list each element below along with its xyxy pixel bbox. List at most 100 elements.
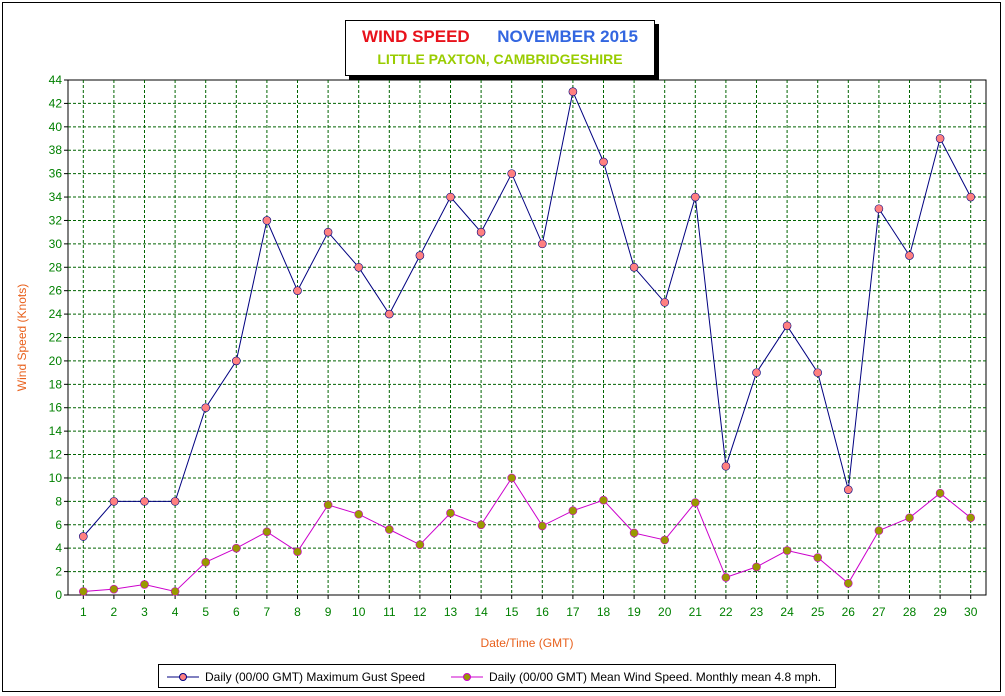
y-axis-label: Wind Speed (Knots) [15,284,29,391]
data-point-mean [384,525,394,534]
title-wind-speed: WIND SPEED [362,27,470,46]
x-tick-label: 7 [264,605,271,619]
x-tick-label: 15 [505,605,519,619]
x-tick-label: 13 [444,605,458,619]
y-tick-label: 26 [49,284,63,298]
data-point-mean [232,543,241,553]
y-tick-label: 44 [49,73,63,87]
data-point-gust [476,227,486,237]
series-line-mean [83,477,972,593]
x-tick-label: 24 [780,605,794,619]
data-point-gust [568,87,578,97]
legend-mean-label: Daily (00/00 GMT) Mean Wind Speed. Month… [489,670,822,684]
data-point-gust [599,157,608,167]
x-tick-label: 26 [842,605,856,619]
data-point-gust [629,262,639,272]
data-point-gust [201,403,210,413]
data-point-gust [232,356,241,366]
x-tick-label: 4 [172,605,179,619]
data-point-mean [201,557,210,567]
data-point-gust [660,298,670,307]
data-point-mean [690,498,700,507]
legend-gust-swatch [167,673,199,681]
x-tick-label: 5 [202,605,209,619]
legend-mean-swatch [451,673,483,681]
y-tick-label: 2 [55,565,62,579]
data-point-mean [293,547,302,556]
x-tick-label: 17 [566,605,580,619]
data-point-gust [813,368,823,377]
data-point-gust [354,262,364,272]
y-tick-label: 14 [49,424,63,438]
data-point-mean [507,473,517,483]
data-point-gust [966,192,976,202]
x-tick-label: 21 [689,605,703,619]
data-point-mean [660,535,670,545]
data-point-mean [599,495,608,505]
data-point-gust [874,204,884,214]
data-point-gust [690,192,700,202]
data-point-mean [629,528,639,538]
y-tick-label: 8 [55,494,62,508]
chart-legend: Daily (00/00 GMT) Maximum Gust Speed Dai… [158,664,836,688]
data-point-mean [721,573,731,582]
x-tick-label: 27 [872,605,886,619]
data-point-mean [813,553,823,562]
x-tick-label: 11 [383,605,396,619]
legend-gust-label: Daily (00/00 GMT) Maximum Gust Speed [205,670,426,684]
data-point-gust [721,461,731,471]
data-point-mean [752,562,761,572]
x-tick-label: 9 [325,605,332,619]
data-point-gust [905,251,914,260]
data-point-gust [843,485,853,494]
x-tick-label: 18 [597,605,611,619]
data-point-gust [935,134,945,143]
y-tick-label: 38 [49,143,63,157]
data-point-mean [935,488,945,498]
x-tick-label: 25 [811,605,825,619]
y-tick-label: 0 [55,588,62,602]
data-point-gust [537,239,547,249]
title-month: NOVEMBER 2015 [497,27,638,46]
data-point-gust [415,251,425,260]
y-tick-label: 32 [49,213,63,227]
y-tick-label: 6 [55,518,62,532]
x-tick-label: 30 [964,605,978,619]
data-point-gust [293,286,302,295]
chart-subtitle: LITTLE PAXTON, CAMBRIDGESHIRE [377,51,623,67]
data-point-mean [323,500,333,510]
y-tick-label: 16 [49,401,63,415]
x-tick-label: 23 [750,605,764,619]
x-tick-label: 2 [111,605,118,619]
y-tick-label: 12 [49,448,63,462]
data-point-mean [568,506,578,516]
x-axis-label: Date/Time (GMT) [481,636,574,650]
y-tick-label: 10 [49,471,63,485]
data-point-mean [476,520,486,530]
data-point-mean [966,513,976,523]
data-point-gust [262,216,272,225]
data-point-gust [384,309,394,319]
x-tick-label: 10 [352,605,366,619]
chart-title: WIND SPEED NOVEMBER 2015 [346,27,654,47]
data-point-gust [109,497,119,506]
data-point-mean [782,546,792,555]
y-tick-label: 18 [49,377,63,391]
data-point-gust [79,532,88,541]
y-tick-label: 20 [49,354,63,368]
x-tick-label: 29 [933,605,947,619]
x-tick-label: 12 [413,605,427,619]
data-point-mean [843,578,853,588]
chart-title-box: WIND SPEED NOVEMBER 2015 LITTLE PAXTON, … [345,20,655,76]
data-point-gust [140,497,149,506]
y-tick-label: 30 [49,237,63,251]
data-point-mean [446,508,455,518]
y-tick-label: 22 [49,331,63,345]
data-point-gust [323,227,333,237]
data-point-mean [537,521,547,531]
data-point-gust [446,192,455,202]
x-tick-label: 14 [474,605,488,619]
x-tick-label: 6 [233,605,240,619]
x-tick-label: 1 [80,605,87,619]
series-line-gust [82,90,972,537]
